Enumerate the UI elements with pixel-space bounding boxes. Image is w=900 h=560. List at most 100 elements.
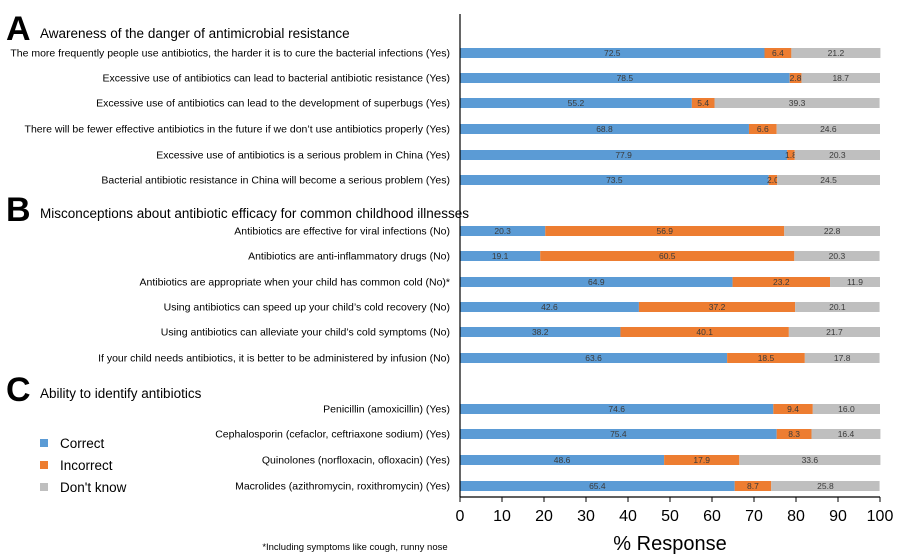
section-letter: C [6,371,31,409]
bar-segment-correct [460,124,749,134]
value-label: 20.3 [829,251,846,261]
section-letter: B [6,191,31,229]
bar-segment-correct [460,277,733,287]
value-label: 5.4 [697,98,709,108]
bar-segment-incorrect [620,327,789,337]
value-label: 18.7 [832,73,849,83]
section-title: Ability to identify antibiotics [40,386,202,401]
question-label: If your child needs antibiotics, it is b… [98,353,450,365]
bar-segment-incorrect [664,455,740,465]
x-tick-label: 80 [787,508,805,525]
x-tick-label: 70 [745,508,763,525]
bar-segment-don-t-know [830,277,880,287]
value-label: 65.4 [589,481,606,491]
section-title: Misconceptions about antibiotic efficacy… [40,206,469,221]
bar-segment-correct [460,98,692,108]
value-label: 16.4 [838,429,855,439]
question-label: Using antibiotics can alleviate your chi… [161,327,450,339]
question-label: Bacterial antibiotic resistance in China… [101,175,450,187]
bar-segment-correct [460,73,790,83]
value-label: 9.4 [787,404,799,414]
x-tick-label: 20 [535,508,553,525]
value-label: 48.6 [554,455,571,465]
value-label: 68.8 [596,124,613,134]
bar-segment-don-t-know [795,302,880,312]
value-label: 64.9 [588,277,605,287]
bar-segment-incorrect [768,175,778,185]
legend-swatch [40,439,48,447]
section-headers: A Awareness of the danger of antimicrobia… [6,10,469,409]
bar-segment-correct [460,48,765,58]
question-label: Using antibiotics can speed up your chil… [164,302,450,314]
x-axis-title: % Response [613,533,726,555]
bar-segment-correct [460,481,735,491]
bar-segment-don-t-know [794,251,880,261]
value-label: 2.8 [790,73,802,83]
question-label: Excessive use of antibiotics can lead to… [103,73,450,85]
bar-segment-incorrect [734,481,772,491]
bar-segment-incorrect [732,277,831,287]
bar-segment-don-t-know [771,481,880,491]
question-label: Cephalosporin (cefaclor, ceftriaxone sod… [215,429,450,441]
bar-segment-don-t-know [739,455,881,465]
value-label: 2.0 [767,175,779,185]
value-label: 6.6 [757,124,769,134]
value-label: 33.6 [802,455,819,465]
question-label: Antibiotics are effective for viral infe… [234,226,450,238]
bar-segment-don-t-know [812,404,880,414]
value-label: 60.5 [659,251,676,261]
bar-segment-incorrect [773,404,813,414]
bar-segment-don-t-know [777,175,880,185]
value-label: 72.5 [604,48,621,58]
value-label: 39.3 [789,98,806,108]
bar-segment-don-t-know [794,150,880,160]
bar-segment-incorrect [776,429,812,439]
question-label: Antibiotics are anti-inflammatory drugs … [248,251,450,263]
value-label: 18.5 [758,353,775,363]
section-letter: A [6,10,31,48]
bar-segment-incorrect [764,48,792,58]
bar-segment-don-t-know [788,327,880,337]
bars: 72.5 6.4 21.2 78.5 2.8 18.7 55.2 5.4 39.3 68.8 6.6… [460,48,881,491]
value-label: 20.3 [829,150,846,160]
value-label: 20.1 [829,302,846,312]
x-tick-label: 100 [867,508,894,525]
value-label: 73.5 [606,175,623,185]
value-label: 75.4 [610,429,627,439]
bar-segment-don-t-know [791,48,881,58]
bar-segment-correct [460,455,665,465]
value-label: 11.9 [847,277,863,287]
bar-segment-incorrect [545,226,785,236]
footnote: *Including symptoms like cough, runny no… [262,542,447,553]
x-tick-label: 60 [703,508,721,525]
value-label: 22.8 [824,226,841,236]
bar-segment-incorrect [638,302,796,312]
value-label: 20.3 [494,226,511,236]
question-label: Macrolides (azithromycin, roxithromycin)… [235,481,450,493]
question-label: Excessive use of antibiotics can lead to… [96,98,450,110]
bar-segment-don-t-know [784,226,880,236]
legend: Correct Incorrect Don't know [40,436,127,495]
bar-segment-correct [460,327,621,337]
bar-segment-incorrect [727,353,805,363]
value-label: 40.1 [696,327,713,337]
bar-segment-correct [460,226,546,236]
x-tick-label: 10 [493,508,511,525]
value-label: 24.6 [820,124,837,134]
bar-segment-incorrect [748,124,777,134]
x-tick-label: 30 [577,508,595,525]
bar-segment-incorrect [789,73,802,83]
bar-segment-correct [460,150,788,160]
value-label: 8.7 [747,481,759,491]
legend-label: Don't know [60,480,127,495]
bar-segment-don-t-know [811,429,881,439]
value-label: 17.8 [834,353,851,363]
legend-label: Correct [60,436,105,451]
value-label: 1.8 [785,150,797,160]
x-axis: 0 10 20 30 40 50 60 70 80 90 100 [456,14,894,525]
bar-segment-don-t-know [714,98,880,108]
value-label: 63.6 [585,353,602,363]
bar-segment-incorrect [691,98,715,108]
bar-segment-correct [460,302,639,312]
legend-swatch [40,483,48,491]
